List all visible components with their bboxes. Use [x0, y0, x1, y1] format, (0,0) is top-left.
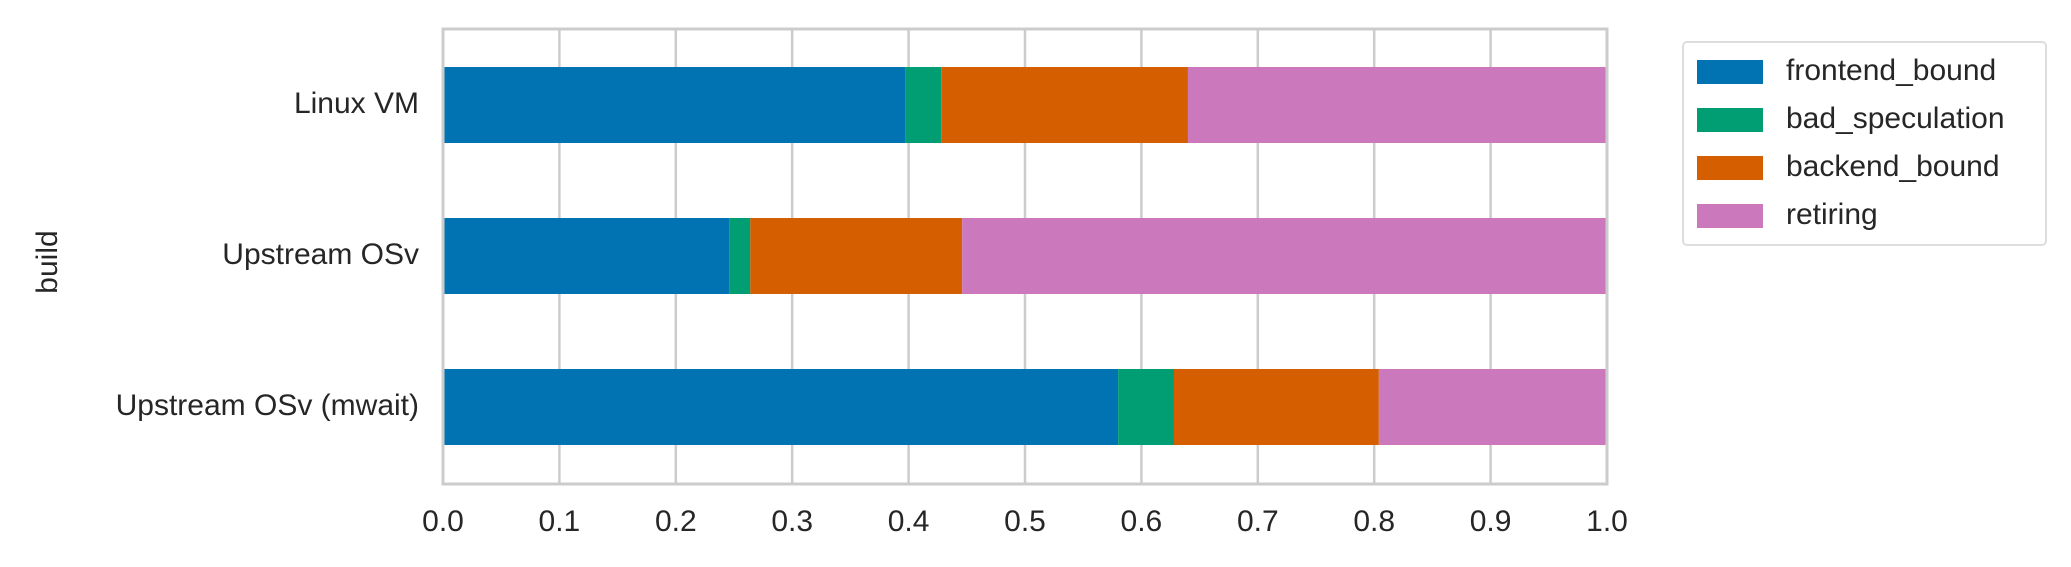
legend-label: frontend_bound	[1786, 54, 1996, 87]
legend: frontend_bound bad_speculation backend_bou…	[1682, 41, 2047, 246]
bar-segment-bad-speculation	[905, 67, 942, 143]
x-tick-label: 0.9	[1470, 505, 1512, 538]
legend-items: frontend_bound bad_speculation backend_bou…	[1697, 54, 2005, 231]
legend-label: retiring	[1786, 198, 1878, 231]
y-axis-label: build	[31, 230, 64, 293]
legend-label: backend_bound	[1786, 150, 2000, 183]
legend-label: bad_speculation	[1786, 102, 2005, 135]
bars	[443, 67, 1607, 445]
plot-frame	[441, 27, 1609, 486]
bar-segment-backend-bound	[941, 67, 1188, 143]
legend-swatch	[1697, 108, 1763, 132]
y-tick-labels: Linux VM Upstream OSv Upstream OSv (mwait)	[116, 87, 419, 422]
x-tick-label: 0.1	[539, 505, 581, 538]
x-tick-label: 0.6	[1121, 505, 1163, 538]
bar-segment-retiring	[1378, 369, 1607, 445]
legend-frame	[1682, 41, 2047, 246]
legend-swatch	[1697, 60, 1763, 84]
x-tick-label: 1.0	[1586, 505, 1628, 538]
x-tick-labels: 0.0 0.1 0.2 0.3 0.4 0.5 0.6 0.7 0.8 0.9 1.0	[422, 505, 1628, 538]
bar-segment-bad-speculation	[1118, 369, 1174, 445]
x-tick-label: 0.2	[655, 505, 697, 538]
x-tick-label: 0.4	[888, 505, 930, 538]
y-tick-label: Upstream OSv	[222, 238, 419, 271]
bar-segment-bad-speculation	[729, 218, 751, 294]
bar-segment-frontend-bound	[443, 67, 906, 143]
bar-segment-backend-bound	[1173, 369, 1379, 445]
bar-segment-frontend-bound	[443, 218, 730, 294]
legend-swatch	[1697, 204, 1763, 228]
x-tick-label: 0.8	[1353, 505, 1395, 538]
bar-segment-frontend-bound	[443, 369, 1119, 445]
y-tick-label: Linux VM	[294, 87, 419, 120]
bar-segment-retiring	[962, 218, 1607, 294]
x-tick-label: 0.5	[1004, 505, 1046, 538]
y-tick-label: Upstream OSv (mwait)	[116, 389, 419, 422]
bar-segment-retiring	[1187, 67, 1607, 143]
x-tick-label: 0.0	[422, 505, 464, 538]
x-tick-label: 0.7	[1237, 505, 1279, 538]
x-tick-label: 0.3	[771, 505, 813, 538]
legend-swatch	[1697, 156, 1763, 180]
bar-segment-backend-bound	[750, 218, 963, 294]
